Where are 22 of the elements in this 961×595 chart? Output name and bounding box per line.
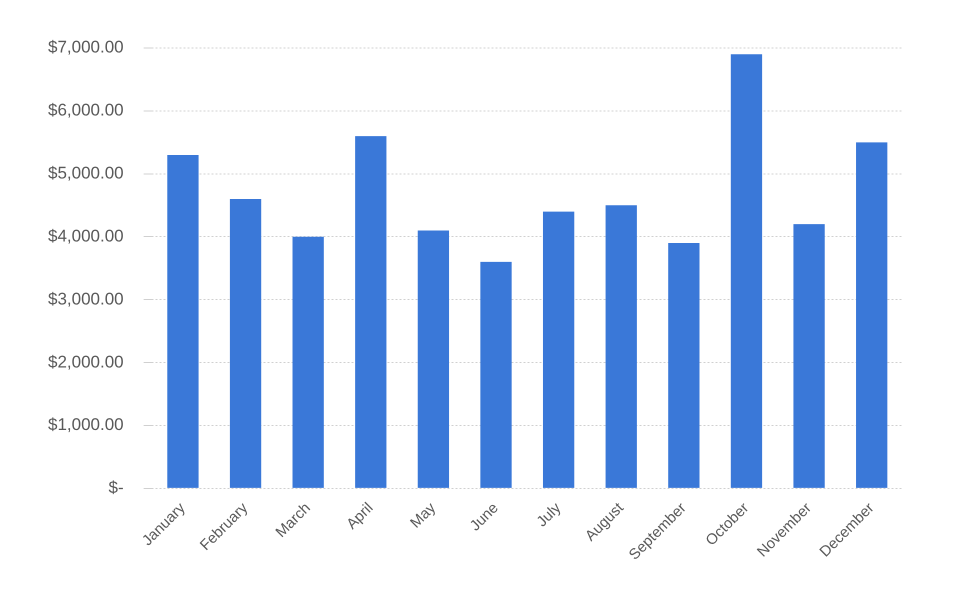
y-tick-label: $4,000.00 (48, 226, 124, 246)
bar (730, 54, 762, 488)
y-tick-label: $7,000.00 (48, 38, 124, 57)
bar (606, 205, 637, 488)
bar (542, 212, 574, 488)
y-tick-label: $5,000.00 (48, 164, 124, 183)
x-tick-label: July (533, 499, 565, 530)
bar (230, 198, 262, 488)
y-tick-label: $- (108, 478, 124, 498)
bar (856, 142, 888, 488)
bar (418, 230, 450, 488)
bar (793, 224, 825, 488)
bar (480, 262, 512, 488)
y-tick-label: $2,000.00 (48, 352, 124, 372)
y-tick-label: $6,000.00 (48, 100, 124, 120)
y-tick-label: $1,000.00 (48, 415, 124, 434)
bar (167, 154, 199, 488)
x-tick-label: May (407, 499, 440, 532)
bar (355, 136, 386, 488)
bar (668, 243, 700, 488)
y-tick-label: $3,000.00 (48, 289, 124, 308)
bar (292, 236, 324, 488)
